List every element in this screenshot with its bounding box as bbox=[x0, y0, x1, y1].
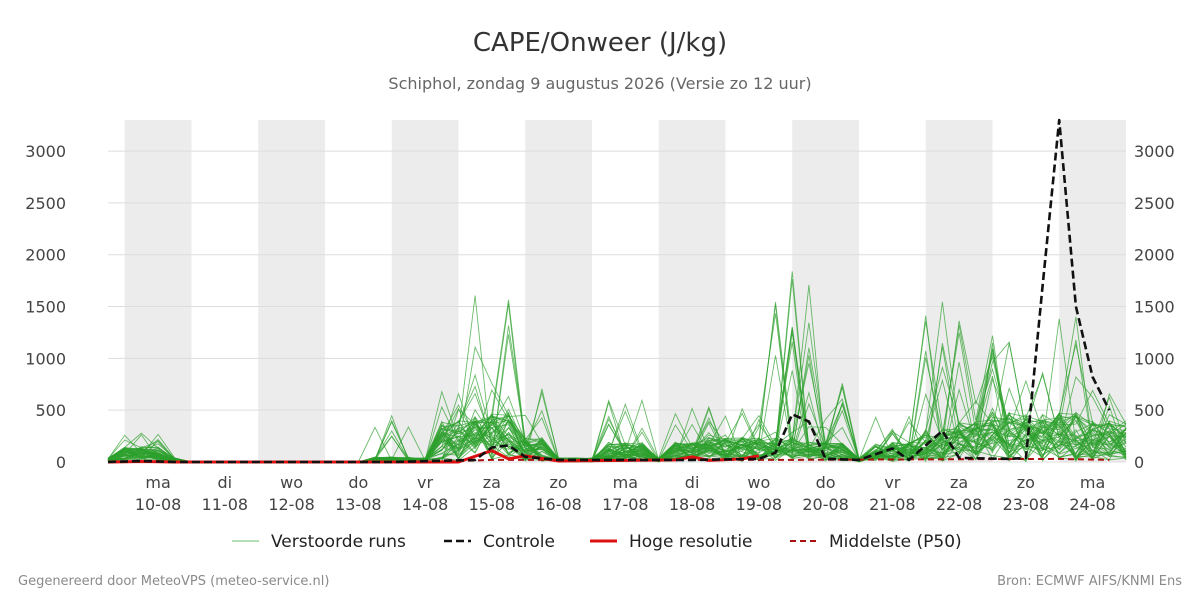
x-tick-day-8: di bbox=[685, 473, 700, 492]
x-tick-day-6: zo bbox=[549, 473, 567, 492]
x-tick-day-11: vr bbox=[884, 473, 900, 492]
x-tick-date-13: 23-08 bbox=[1003, 495, 1050, 514]
x-axis: ma 10-08 di 11-08 wo 12-08 do 13-08 vr 14-08 za 15-… bbox=[135, 473, 1116, 514]
shaded-band-1 bbox=[258, 120, 325, 462]
y-tick-right-1000: 1000 bbox=[1134, 349, 1175, 368]
x-tick-date-0: 10-08 bbox=[135, 495, 182, 514]
legend: Verstoorde runs Controle Hoge resolutie … bbox=[232, 532, 962, 552]
y-tick-left-2000: 2000 bbox=[25, 246, 66, 265]
x-tick-date-10: 20-08 bbox=[802, 495, 849, 514]
y-tick-right-500: 500 bbox=[1134, 401, 1165, 420]
y-axis-left: 0 500 1000 1500 2000 2500 3000 bbox=[25, 142, 66, 472]
x-tick-date-5: 15-08 bbox=[469, 495, 516, 514]
legend-label-control: Controle bbox=[483, 532, 555, 552]
y-axis-right: 0 500 1000 1500 2000 2500 3000 bbox=[1134, 142, 1175, 472]
x-tick-date-7: 17-08 bbox=[602, 495, 649, 514]
chart-title: CAPE/Onweer (J/kg) bbox=[473, 28, 727, 58]
y-tick-left-2500: 2500 bbox=[25, 194, 66, 213]
x-tick-date-8: 18-08 bbox=[669, 495, 716, 514]
x-tick-day-12: za bbox=[950, 473, 968, 492]
y-tick-left-3000: 3000 bbox=[25, 142, 66, 161]
x-tick-day-3: do bbox=[348, 473, 368, 492]
y-tick-right-1500: 1500 bbox=[1134, 298, 1175, 317]
x-tick-day-5: za bbox=[483, 473, 501, 492]
legend-label-hires: Hoge resolutie bbox=[629, 532, 753, 552]
x-tick-day-10: do bbox=[816, 473, 836, 492]
y-tick-left-1000: 1000 bbox=[25, 349, 66, 368]
y-tick-left-500: 500 bbox=[35, 401, 66, 420]
x-tick-day-1: di bbox=[218, 473, 233, 492]
x-tick-day-7: ma bbox=[613, 473, 638, 492]
x-tick-date-1: 11-08 bbox=[202, 495, 249, 514]
y-tick-left-0: 0 bbox=[56, 453, 66, 472]
shaded-band-4 bbox=[658, 120, 726, 462]
shaded-band-0 bbox=[124, 120, 192, 462]
y-tick-left-1500: 1500 bbox=[25, 298, 66, 317]
x-tick-date-12: 22-08 bbox=[936, 495, 983, 514]
y-tick-right-0: 0 bbox=[1134, 453, 1144, 472]
x-tick-day-0: ma bbox=[145, 473, 170, 492]
x-tick-day-14: ma bbox=[1080, 473, 1105, 492]
x-tick-day-2: wo bbox=[280, 473, 303, 492]
footer-generated-by: Gegenereerd door MeteoVPS (meteo-service… bbox=[18, 574, 329, 589]
legend-label-median: Middelste (P50) bbox=[829, 532, 962, 552]
series-lines bbox=[107, 118, 1111, 464]
footer-source: Bron: ECMWF AIFS/KNMI Ens bbox=[997, 574, 1182, 589]
x-tick-day-13: zo bbox=[1017, 473, 1035, 492]
series-line-controle bbox=[107, 118, 1111, 464]
x-tick-day-4: vr bbox=[417, 473, 433, 492]
y-tick-right-2500: 2500 bbox=[1134, 194, 1175, 213]
x-tick-day-9: wo bbox=[747, 473, 770, 492]
y-tick-right-2000: 2000 bbox=[1134, 246, 1175, 265]
series-line-middelste-p50- bbox=[108, 457, 1110, 463]
shaded-band-3 bbox=[525, 120, 592, 462]
x-tick-date-6: 16-08 bbox=[535, 495, 582, 514]
x-tick-date-14: 24-08 bbox=[1069, 495, 1116, 514]
x-tick-date-3: 13-08 bbox=[335, 495, 382, 514]
x-tick-date-11: 21-08 bbox=[869, 495, 916, 514]
shaded-band-7 bbox=[1059, 120, 1126, 462]
x-tick-date-4: 14-08 bbox=[402, 495, 449, 514]
shaded-band-2 bbox=[391, 120, 459, 462]
y-tick-right-3000: 3000 bbox=[1134, 142, 1175, 161]
x-tick-date-9: 19-08 bbox=[736, 495, 783, 514]
legend-label-ensemble: Verstoorde runs bbox=[271, 532, 406, 552]
x-tick-date-2: 12-08 bbox=[268, 495, 315, 514]
chart-subtitle: Schiphol, zondag 9 augustus 2026 (Versie… bbox=[388, 74, 811, 93]
